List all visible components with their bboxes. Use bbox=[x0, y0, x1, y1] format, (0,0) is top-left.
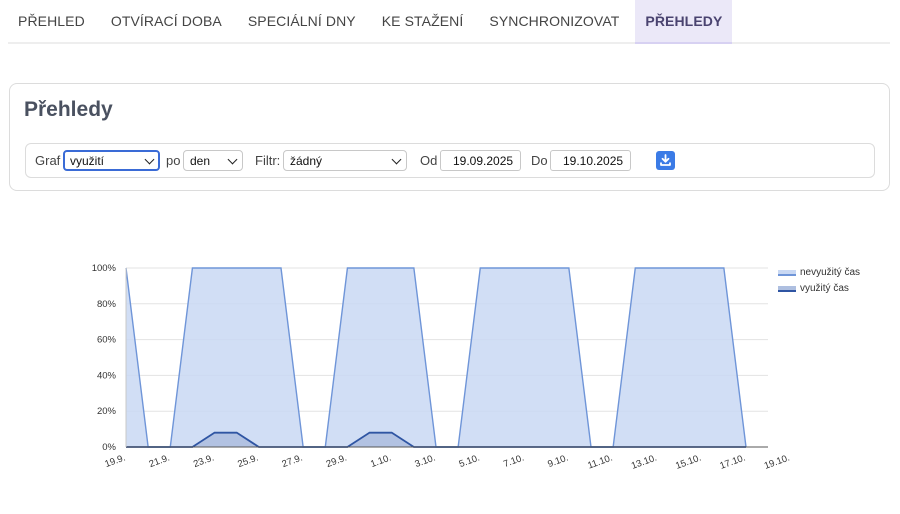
download-button[interactable] bbox=[656, 151, 675, 170]
filter-label: Filtr: bbox=[255, 153, 281, 168]
tab-prehled[interactable]: PŘEHLED bbox=[18, 13, 85, 29]
x-tick-label: 1.10. bbox=[369, 452, 393, 470]
tab-prehledy[interactable]: PŘEHLEDY bbox=[635, 0, 733, 44]
filter-select[interactable]: žádný bbox=[283, 150, 407, 171]
x-tick-label: 25.9. bbox=[236, 452, 260, 470]
y-tick-label: 80% bbox=[97, 299, 117, 310]
download-icon bbox=[660, 154, 671, 166]
y-tick-label: 20% bbox=[97, 406, 117, 417]
x-tick-label: 17.10. bbox=[718, 452, 747, 471]
x-tick-label: 29.9. bbox=[325, 452, 349, 470]
y-tick-label: 100% bbox=[92, 263, 117, 274]
from-date-value: 19.09.2025 bbox=[453, 154, 514, 168]
to-label: Do bbox=[531, 153, 548, 168]
graph-select[interactable]: využití bbox=[63, 150, 160, 171]
page-title: Přehledy bbox=[24, 98, 113, 121]
x-tick-label: 13.10. bbox=[630, 452, 659, 471]
x-tick-label: 21.9. bbox=[148, 452, 172, 470]
chart-areas bbox=[125, 267, 747, 448]
x-tick-label: 23.9. bbox=[192, 452, 216, 470]
x-tick-label: 19.9. bbox=[103, 452, 127, 470]
x-tick-label: 19.10. bbox=[763, 452, 792, 471]
y-tick-label: 0% bbox=[102, 442, 116, 453]
main-tabs: PŘEHLED OTVÍRACÍ DOBA SPECIÁLNÍ DNY KE S… bbox=[8, 0, 890, 44]
filter-select-value: žádný bbox=[290, 154, 323, 168]
legend-label-unused: nevyužitý čas bbox=[800, 267, 861, 278]
x-tick-label: 3.10. bbox=[413, 452, 437, 470]
from-label: Od bbox=[420, 153, 438, 168]
x-tick-label: 7.10. bbox=[502, 452, 526, 470]
tab-synchronizovat[interactable]: SYNCHRONIZOVAT bbox=[489, 13, 620, 29]
x-tick-label: 15.10. bbox=[674, 452, 703, 471]
x-tick-label: 5.10. bbox=[458, 452, 482, 470]
from-date-input[interactable]: 19.09.2025 bbox=[440, 150, 521, 171]
y-tick-label: 40% bbox=[97, 370, 117, 381]
filter-bar: Graf využití po den Filtr: žádný Od 19.0… bbox=[25, 143, 875, 178]
legend-swatch-used bbox=[778, 286, 796, 292]
y-tick-label: 60% bbox=[97, 335, 117, 346]
tab-ke-stazeni[interactable]: KE STAŽENÍ bbox=[381, 13, 464, 29]
graph-label: Graf bbox=[35, 153, 61, 168]
reports-panel: Přehledy Graf využití po den Filtr: žádn… bbox=[9, 83, 890, 191]
tab-specialni-dny[interactable]: SPECIÁLNÍ DNY bbox=[247, 13, 356, 29]
x-tick-label: 9.10. bbox=[546, 452, 570, 470]
legend-swatch-unused bbox=[778, 270, 796, 276]
graph-select-value: využití bbox=[70, 154, 105, 168]
to-date-input[interactable]: 19.10.2025 bbox=[550, 150, 631, 171]
to-date-value: 19.10.2025 bbox=[563, 154, 624, 168]
tab-oteviraci-doba[interactable]: OTVÍRACÍ DOBA bbox=[110, 13, 222, 29]
period-select[interactable]: den bbox=[183, 150, 243, 171]
x-tick-label: 11.10. bbox=[586, 452, 614, 471]
x-tick-label: 27.9. bbox=[281, 452, 305, 470]
period-select-value: den bbox=[190, 154, 211, 168]
series-area-0 bbox=[126, 268, 746, 447]
legend-label-used: využitý čas bbox=[800, 283, 849, 294]
by-label: po bbox=[166, 153, 181, 168]
